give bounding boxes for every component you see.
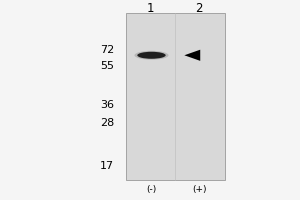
Bar xyxy=(126,13,225,180)
Text: (+): (+) xyxy=(192,185,206,194)
Text: (-): (-) xyxy=(146,185,157,194)
Polygon shape xyxy=(184,50,200,61)
Ellipse shape xyxy=(137,52,166,59)
Text: 72: 72 xyxy=(100,45,114,55)
Text: 1: 1 xyxy=(146,2,154,15)
Text: 2: 2 xyxy=(196,2,203,15)
Text: 28: 28 xyxy=(100,118,114,128)
Text: 55: 55 xyxy=(100,61,114,71)
Ellipse shape xyxy=(134,51,169,60)
Text: 36: 36 xyxy=(100,100,114,110)
Text: 17: 17 xyxy=(100,161,114,171)
